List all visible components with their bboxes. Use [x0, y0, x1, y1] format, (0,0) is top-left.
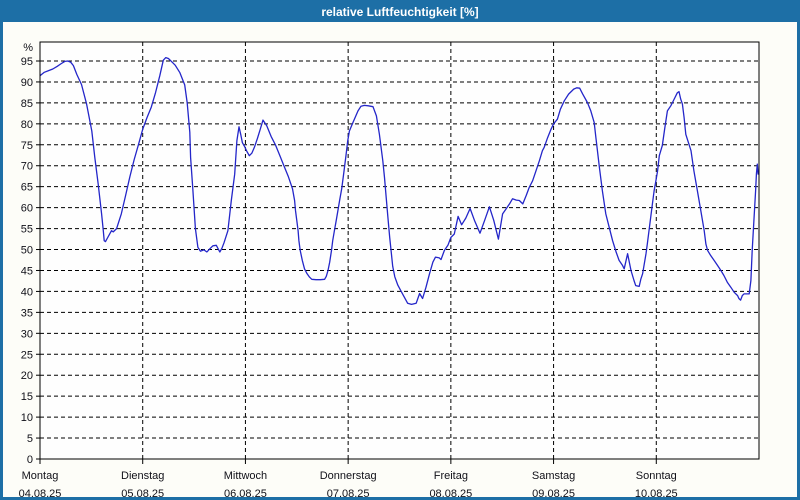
day-name-label: Mittwoch: [224, 470, 267, 482]
y-tick-label: 80: [21, 119, 33, 131]
y-tick-label: 35: [21, 307, 33, 319]
y-tick-label: 25: [21, 349, 33, 361]
plot-border: [39, 41, 760, 460]
y-tick-label: 15: [21, 391, 33, 403]
y-tick-label: 0: [27, 454, 33, 466]
window-title: relative Luftfeuchtigkeit [%]: [321, 5, 479, 19]
day-date-label: 05.08.25: [121, 488, 164, 497]
y-tick-label: 90: [21, 77, 33, 89]
day-date-label: 08.08.25: [429, 488, 472, 497]
series-line: [40, 56, 759, 306]
day-date-label: 04.08.25: [19, 488, 62, 497]
day-date-label: 06.08.25: [224, 488, 267, 497]
humidity-chart: 0 5 10 15 20 25 30 35 40 45 50 55 60 65 70 75 80 85 90 95% M…: [3, 22, 797, 497]
y-tick-label: 55: [21, 224, 33, 236]
y-tick-label: 30: [21, 328, 33, 340]
y-tick-label: 45: [21, 265, 33, 277]
y-tick-label: 65: [21, 182, 33, 194]
y-tick-label: 75: [21, 140, 33, 152]
y-tick-label: 20: [21, 370, 33, 382]
plot-area: [40, 42, 759, 459]
day-name-label: Donnerstag: [320, 470, 377, 482]
day-name-label: Sonntag: [636, 470, 677, 482]
y-tick-label: 70: [21, 161, 33, 173]
y-tick-label: 95: [21, 56, 33, 68]
day-date-label: 09.08.25: [532, 488, 575, 497]
day-name-label: Samstag: [532, 470, 575, 482]
y-tick-label: 85: [21, 98, 33, 110]
day-name-label: Dienstag: [121, 470, 164, 482]
day-date-label: 07.08.25: [327, 488, 370, 497]
day-name-label: Montag: [22, 470, 59, 482]
y-tick-label: 5: [27, 433, 33, 445]
day-date-label: 10.08.25: [635, 488, 678, 497]
y-axis-unit-label: %: [23, 42, 33, 54]
titlebar: relative Luftfeuchtigkeit [%]: [3, 3, 797, 22]
y-tick-label: 10: [21, 412, 33, 424]
y-tick-label: 40: [21, 286, 33, 298]
day-name-label: Freitag: [434, 470, 468, 482]
y-tick-label: 60: [21, 203, 33, 215]
chart-svg: 0 5 10 15 20 25 30 35 40 45 50 55 60 65 70 75 80 85 90 95% M…: [19, 41, 760, 497]
y-tick-label: 50: [21, 245, 33, 257]
